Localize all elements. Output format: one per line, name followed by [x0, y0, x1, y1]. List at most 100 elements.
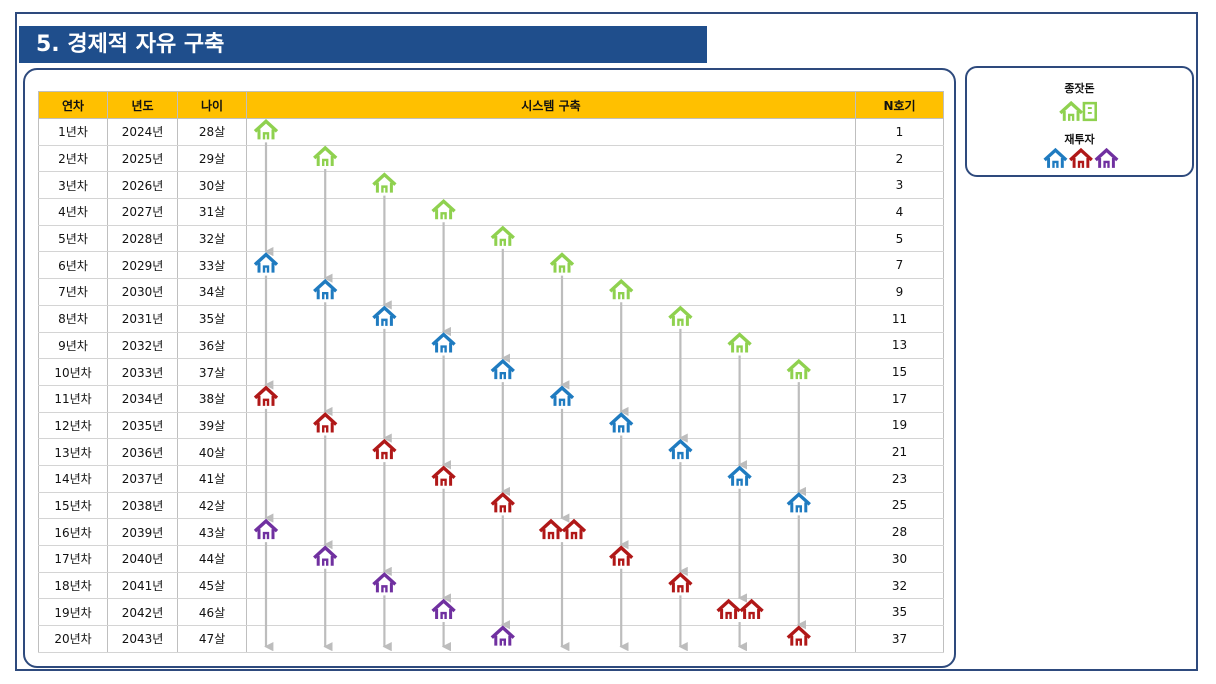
year-cell: 2025년 [107, 144, 178, 173]
year-no-cell: 13년차 [38, 438, 108, 466]
table-row: 3년차 2026년 30살 3 [38, 171, 944, 200]
system-cell [246, 545, 856, 573]
green-building-icon [1082, 101, 1097, 122]
count-cell: 30 [855, 545, 944, 573]
table-row: 12년차 2035년 39살 19 [38, 411, 944, 440]
year-no-cell: 11년차 [38, 384, 108, 413]
age-cell: 39살 [177, 411, 247, 440]
system-cell [246, 491, 856, 520]
count-cell: 7 [855, 251, 944, 280]
year-cell: 2033년 [107, 358, 178, 386]
count-cell: 23 [855, 464, 944, 493]
count-cell: 11 [855, 304, 944, 333]
year-no-cell: 1년차 [38, 118, 108, 146]
system-cell [246, 571, 856, 600]
legend-seed-label: 종잣돈 [1064, 82, 1095, 95]
count-cell: 37 [855, 625, 944, 653]
count-cell: 21 [855, 438, 944, 466]
count-cell: 35 [855, 598, 944, 627]
page-title: 5. 경제적 자유 구축 [19, 26, 707, 63]
system-cell [246, 251, 856, 280]
system-cell [246, 358, 856, 386]
table-row: 18년차 2041년 45살 32 [38, 571, 944, 600]
age-cell: 40살 [177, 438, 247, 466]
count-cell: 15 [855, 358, 944, 386]
system-cell [246, 278, 856, 306]
table-row: 13년차 2036년 40살 21 [38, 438, 944, 466]
table-row: 17년차 2040년 44살 30 [38, 545, 944, 573]
system-cell [246, 598, 856, 627]
table-row: 6년차 2029년 33살 7 [38, 251, 944, 280]
header-year-no: 연차 [38, 91, 108, 119]
age-cell: 42살 [177, 491, 247, 520]
age-cell: 45살 [177, 571, 247, 600]
table-row: 10년차 2033년 37살 15 [38, 358, 944, 386]
table-row: 19년차 2042년 46살 35 [38, 598, 944, 627]
year-no-cell: 17년차 [38, 545, 108, 573]
table-row: 7년차 2030년 34살 9 [38, 278, 944, 306]
system-cell [246, 464, 856, 493]
age-cell: 47살 [177, 625, 247, 653]
age-cell: 31살 [177, 198, 247, 226]
purple-house-icon [1094, 147, 1119, 168]
table-row: 2년차 2025년 29살 2 [38, 144, 944, 173]
green-house-icon [1059, 100, 1084, 121]
year-cell: 2041년 [107, 571, 178, 600]
system-cell [246, 331, 856, 360]
age-cell: 38살 [177, 384, 247, 413]
year-no-cell: 12년차 [38, 411, 108, 440]
year-cell: 2031년 [107, 304, 178, 333]
age-cell: 32살 [177, 224, 247, 253]
age-cell: 37살 [177, 358, 247, 386]
legend-seed-icons [1059, 100, 1097, 122]
year-cell: 2026년 [107, 171, 178, 200]
count-cell: 5 [855, 224, 944, 253]
year-no-cell: 10년차 [38, 358, 108, 386]
year-cell: 2035년 [107, 411, 178, 440]
count-cell: 2 [855, 144, 944, 173]
year-cell: 2028년 [107, 224, 178, 253]
table-row: 4년차 2027년 31살 4 [38, 198, 944, 226]
table-row: 11년차 2034년 38살 17 [38, 384, 944, 413]
year-no-cell: 5년차 [38, 224, 108, 253]
legend-reinvest-icons [1043, 147, 1119, 168]
table-row: 1년차 2024년 28살 1 [38, 118, 944, 146]
year-cell: 2043년 [107, 625, 178, 653]
age-cell: 28살 [177, 118, 247, 146]
age-cell: 35살 [177, 304, 247, 333]
year-no-cell: 3년차 [38, 171, 108, 200]
table-row: 9년차 2032년 36살 13 [38, 331, 944, 360]
system-table: 연차 년도 나이 시스템 구축 N호기 1년차 2024년 28살 1 2년차 2025년… [38, 91, 944, 653]
system-cell [246, 518, 856, 546]
year-no-cell: 15년차 [38, 491, 108, 520]
year-cell: 2037년 [107, 464, 178, 493]
table-row: 5년차 2028년 32살 5 [38, 224, 944, 253]
count-cell: 1 [855, 118, 944, 146]
age-cell: 36살 [177, 331, 247, 360]
year-no-cell: 7년차 [38, 278, 108, 306]
age-cell: 43살 [177, 518, 247, 546]
system-cell [246, 224, 856, 253]
year-cell: 2032년 [107, 331, 178, 360]
red-house-icon [1069, 147, 1093, 168]
year-no-cell: 19년차 [38, 598, 108, 627]
year-cell: 2030년 [107, 278, 178, 306]
year-no-cell: 16년차 [38, 518, 108, 546]
count-cell: 4 [855, 198, 944, 226]
year-no-cell: 6년차 [38, 251, 108, 280]
table-row: 8년차 2031년 35살 11 [38, 304, 944, 333]
year-cell: 2027년 [107, 198, 178, 226]
year-cell: 2039년 [107, 518, 178, 546]
year-no-cell: 8년차 [38, 304, 108, 333]
header-year: 년도 [107, 91, 178, 119]
system-cell [246, 384, 856, 413]
count-cell: 28 [855, 518, 944, 546]
age-cell: 29살 [177, 144, 247, 173]
table-row: 15년차 2038년 42살 25 [38, 491, 944, 520]
table-row: 16년차 2039년 43살 28 [38, 518, 944, 546]
year-no-cell: 20년차 [38, 625, 108, 653]
header-count: N호기 [855, 91, 944, 119]
system-table-wrap: 연차 년도 나이 시스템 구축 N호기 1년차 2024년 28살 1 2년차 2025년… [38, 91, 944, 653]
age-cell: 46살 [177, 598, 247, 627]
legend-panel: 종잣돈 재투자 [965, 66, 1194, 177]
